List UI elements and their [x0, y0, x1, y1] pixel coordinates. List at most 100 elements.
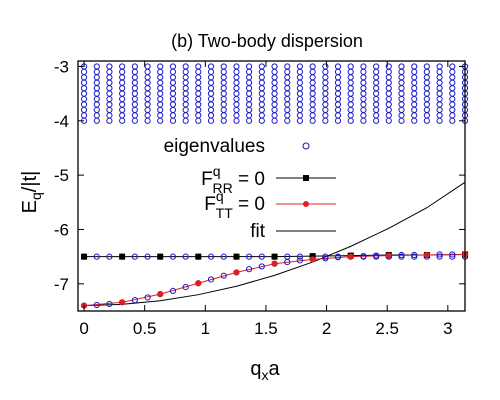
eigenvalue-point: [449, 85, 456, 92]
eigenvalue-point: [271, 63, 278, 70]
eigenvalue-point: [131, 74, 138, 81]
eigenvalue-point: [80, 112, 88, 119]
eigenvalue-point: [385, 117, 392, 124]
eigenvalue-point: [195, 74, 202, 81]
eigenvalue-point: [322, 63, 329, 70]
ftt-point: [195, 280, 202, 287]
x-tick-label: 3: [443, 319, 452, 338]
eigenvalue-point: [347, 63, 354, 70]
eigenvalue-point: [360, 112, 367, 119]
eigenvalue-point: [296, 257, 303, 264]
eigenvalue-point: [169, 63, 177, 70]
eigenvalue-point: [322, 79, 329, 86]
eigenvalue-point: [80, 74, 88, 81]
eigenvalue-point: [207, 276, 215, 283]
y-axis-label: Eq/|t|: [19, 171, 44, 214]
eigenvalue-point: [233, 79, 240, 86]
eigenvalue-point: [157, 112, 164, 119]
eigenvalue-point: [411, 251, 418, 259]
eigenvalue-point: [436, 68, 443, 75]
eigenvalue-point: [106, 95, 113, 103]
eigenvalue-point: [334, 101, 342, 108]
y-tick-label: -6: [54, 220, 69, 239]
eigenvalue-point: [309, 85, 316, 92]
eigenvalue-point: [106, 106, 113, 114]
eigenvalue-point: [106, 79, 113, 86]
eigenvalue-point: [398, 117, 405, 124]
eigenvalue-point: [93, 63, 100, 70]
eigenvalue-point: [309, 117, 316, 124]
eigenvalue-point: [322, 117, 329, 124]
x-axis-label: qxa: [250, 358, 280, 383]
eigenvalue-point: [436, 253, 443, 260]
legend-background: [120, 128, 345, 242]
eigenvalue-point: [360, 106, 367, 114]
eigenvalue-point: [436, 101, 443, 108]
eigenvalue-point: [271, 106, 278, 114]
eigenvalue-point: [119, 117, 126, 124]
eigenvalue-point: [385, 85, 392, 92]
eigenvalue-point: [385, 112, 392, 119]
eigenvalue-point: [144, 117, 151, 124]
eigenvalue-point: [423, 79, 430, 86]
eigenvalue-point: [347, 95, 354, 103]
frr-point: [233, 253, 240, 260]
eigenvalue-point: [347, 106, 354, 114]
eigenvalue-point: [436, 251, 443, 258]
ftt-point: [157, 291, 164, 298]
eigenvalue-point: [296, 68, 303, 75]
eigenvalue-point: [131, 106, 138, 114]
eigenvalue-point: [449, 74, 456, 81]
eigenvalue-point: [220, 85, 227, 92]
eigenvalue-point: [309, 95, 316, 103]
eigenvalue-point: [296, 74, 303, 81]
eigenvalue-point: [436, 74, 443, 81]
eigenvalue-point: [144, 294, 151, 301]
eigenvalue-point: [195, 95, 202, 103]
eigenvalue-point: [296, 95, 303, 103]
eigenvalue-point: [373, 85, 380, 92]
eigenvalue-point: [398, 95, 405, 103]
eigenvalue-point: [245, 90, 253, 97]
eigenvalue-point: [182, 95, 189, 103]
eigenvalue-point: [207, 253, 215, 260]
eigenvalue-point: [233, 101, 240, 108]
eigenvalue-point: [207, 101, 215, 108]
eigenvalue-point: [93, 253, 100, 260]
eigenvalue-point: [195, 79, 202, 86]
eigenvalue-point: [233, 112, 240, 119]
eigenvalue-point: [284, 101, 291, 108]
eigenvalue-point: [258, 79, 265, 86]
eigenvalue-point: [258, 95, 265, 103]
eigenvalue-point: [309, 74, 316, 81]
eigenvalue-point: [398, 106, 405, 114]
eigenvalue-point: [360, 117, 367, 124]
eigenvalue-point: [233, 63, 240, 70]
eigenvalue-point: [169, 287, 177, 294]
eigenvalue-point: [93, 301, 100, 309]
eigenvalue-point: [182, 85, 189, 92]
eigenvalue-point: [245, 79, 253, 86]
eigenvalue-point: [144, 79, 151, 86]
eigenvalue-point: [157, 95, 164, 103]
eigenvalue-point: [411, 90, 418, 97]
eigenvalue-point: [207, 68, 215, 75]
eigenvalue-point: [296, 117, 303, 124]
legend-eigenvalues-marker: [302, 142, 310, 150]
eigenvalue-point: [385, 95, 392, 103]
eigenvalue-point: [284, 95, 291, 103]
y-tick-label: -3: [54, 57, 69, 76]
eigenvalue-point: [423, 101, 430, 108]
eigenvalue-point: [119, 106, 126, 114]
eigenvalue-point: [271, 85, 278, 92]
x-tick-label: 0: [79, 319, 88, 338]
eigenvalue-point: [233, 95, 240, 103]
eigenvalue-point: [182, 74, 189, 81]
eigenvalue-point: [106, 85, 113, 92]
eigenvalue-point: [385, 79, 392, 86]
eigenvalue-point: [398, 101, 405, 108]
eigenvalue-point: [271, 112, 278, 119]
legend: eigenvalues Fq RR = 0 Fq TT = 0 fit: [120, 128, 345, 242]
eigenvalue-point: [411, 112, 418, 119]
eigenvalue-point: [93, 68, 100, 75]
